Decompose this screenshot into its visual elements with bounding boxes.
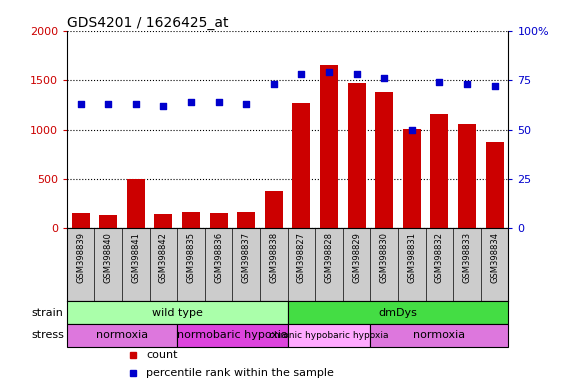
Bar	[99, 215, 117, 228]
Point	[462, 81, 472, 87]
Text: GSM398830: GSM398830	[380, 232, 389, 283]
Bar	[177, 324, 288, 347]
Text: GSM398831: GSM398831	[407, 232, 416, 283]
Text: GSM398827: GSM398827	[297, 232, 306, 283]
Point	[379, 75, 389, 81]
Bar	[320, 65, 338, 228]
Text: GSM398839: GSM398839	[76, 232, 85, 283]
Bar	[431, 114, 449, 228]
Point	[435, 79, 444, 85]
Text: GSM398835: GSM398835	[187, 232, 195, 283]
Text: GSM398829: GSM398829	[352, 232, 361, 283]
Bar	[237, 212, 255, 228]
Point	[297, 71, 306, 77]
Text: count: count	[146, 350, 178, 360]
Bar	[288, 324, 371, 347]
Text: percentile rank within the sample: percentile rank within the sample	[146, 367, 334, 377]
Bar	[347, 83, 365, 228]
Text: GSM398842: GSM398842	[159, 232, 168, 283]
Point	[324, 69, 333, 75]
Bar	[375, 92, 393, 228]
Point	[352, 71, 361, 77]
Point	[76, 101, 85, 107]
Bar	[458, 124, 476, 228]
Bar	[127, 179, 145, 228]
Text: GSM398841: GSM398841	[131, 232, 140, 283]
Text: GSM398834: GSM398834	[490, 232, 499, 283]
Text: strain: strain	[31, 308, 63, 318]
Bar	[155, 214, 173, 228]
Text: stress: stress	[31, 331, 64, 341]
Text: dmDys: dmDys	[379, 308, 417, 318]
Text: GSM398837: GSM398837	[242, 232, 250, 283]
Text: GSM398832: GSM398832	[435, 232, 444, 283]
Text: GSM398828: GSM398828	[325, 232, 333, 283]
Bar	[265, 191, 283, 228]
Bar	[71, 213, 89, 228]
Point	[242, 101, 251, 107]
Point	[407, 126, 417, 132]
Point	[187, 99, 196, 105]
Bar	[486, 142, 504, 228]
Bar	[67, 324, 177, 347]
Bar	[67, 301, 288, 324]
Point	[131, 101, 141, 107]
Text: GSM398840: GSM398840	[104, 232, 113, 283]
Bar	[210, 214, 228, 228]
Point	[214, 99, 223, 105]
Point	[103, 101, 113, 107]
Text: normoxia: normoxia	[96, 331, 148, 341]
Bar	[292, 103, 310, 228]
Text: GSM398838: GSM398838	[270, 232, 278, 283]
Text: wild type: wild type	[152, 308, 203, 318]
Bar	[182, 212, 200, 228]
Point	[490, 83, 499, 89]
Text: GDS4201 / 1626425_at: GDS4201 / 1626425_at	[67, 16, 228, 30]
Text: normoxia: normoxia	[413, 331, 465, 341]
Point	[159, 103, 168, 109]
Bar	[403, 129, 421, 228]
Bar	[288, 301, 508, 324]
Text: GSM398836: GSM398836	[214, 232, 223, 283]
Text: chronic hypobaric hypoxia: chronic hypobaric hypoxia	[269, 331, 389, 340]
Text: normobaric hypoxia: normobaric hypoxia	[177, 331, 288, 341]
Bar	[371, 324, 508, 347]
Point	[269, 81, 278, 87]
Text: GSM398833: GSM398833	[462, 232, 471, 283]
